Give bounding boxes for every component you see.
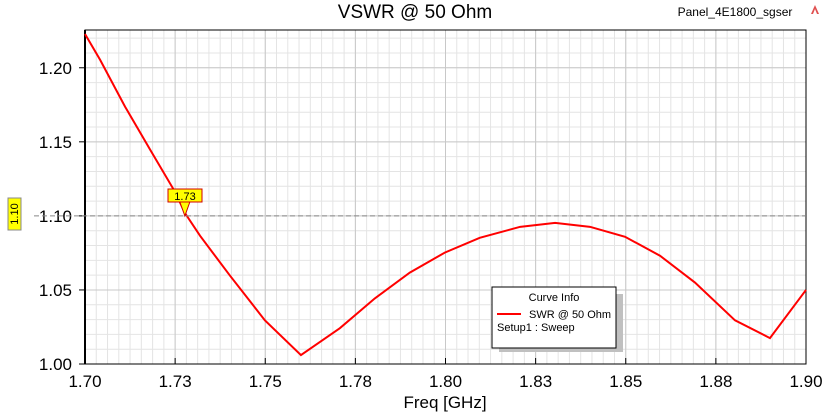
x-axis-label: Freq [GHz] [403, 393, 486, 412]
x-tick-label: 1.88 [699, 372, 732, 391]
y-tick-label: 1.05 [39, 281, 72, 300]
legend-entry: SWR @ 50 Ohm [529, 309, 611, 321]
y-tick-label: 1.20 [39, 59, 72, 78]
x-tick-label: 1.90 [789, 372, 822, 391]
x-tick-label: 1.75 [249, 372, 282, 391]
hline-label: 1.10 [9, 203, 21, 224]
x-tick-label: 1.83 [519, 372, 552, 391]
ansys-logo-icon [811, 5, 819, 14]
legend-subtitle: Setup1 : Sweep [497, 322, 575, 334]
x-tick-label: 1.70 [68, 372, 101, 391]
y-tick-label: 1.10 [39, 207, 72, 226]
y-tick-label: 1.00 [39, 355, 72, 374]
x-tick-label: 1.78 [339, 372, 372, 391]
marker-pointer-icon [179, 201, 191, 218]
chart-title: VSWR @ 50 Ohm [338, 2, 492, 23]
marker-label: 1.73 [174, 191, 195, 203]
x-tick-label: 1.80 [429, 372, 462, 391]
curve-info-legend[interactable]: Curve Info SWR @ 50 Ohm Setup1 : Sweep [491, 286, 623, 352]
hline-label-box [7, 197, 22, 231]
legend-title: Curve Info [529, 292, 580, 304]
project-label: Panel_4E1800_sgser [678, 5, 793, 19]
series-line-swr [84, 33, 807, 357]
x-tick-label: 1.85 [609, 372, 642, 391]
x-tick-label: 1.73 [159, 372, 192, 391]
y-tick-label: 1.15 [39, 133, 72, 152]
